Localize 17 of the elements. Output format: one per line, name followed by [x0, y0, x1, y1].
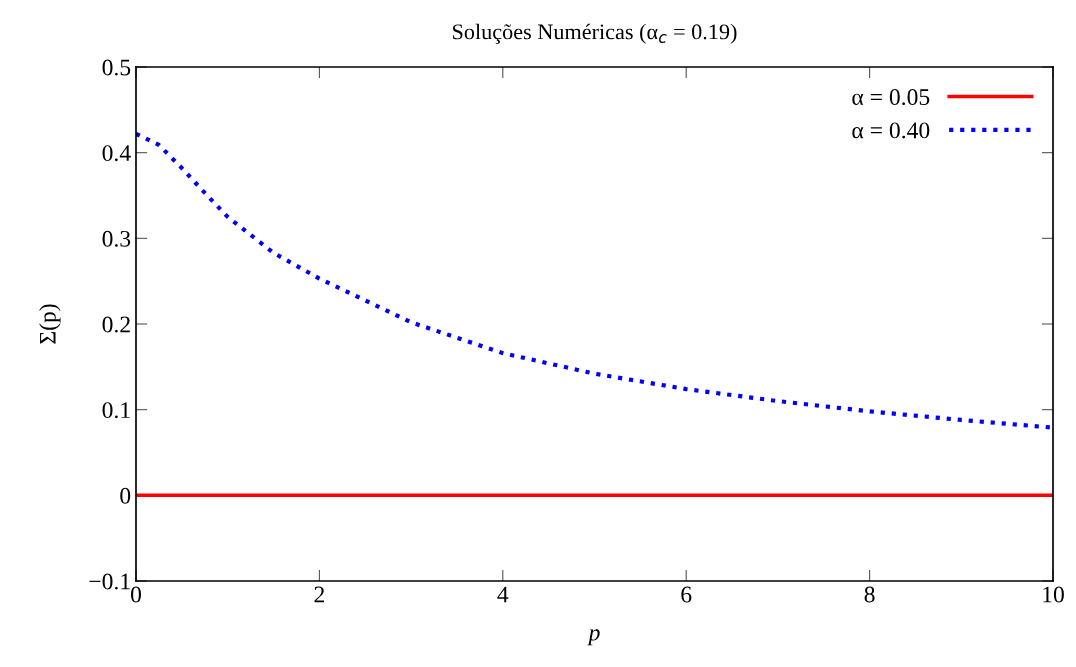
x-tick-label: 4: [497, 586, 509, 603]
chart-title: Soluções Numéricas (α$_{c}$ = 0.19): [452, 23, 737, 44]
x-tick-label: 10: [1043, 586, 1064, 603]
y-tick-label: 0.3: [102, 230, 131, 247]
legend-label: α = 0.40: [852, 122, 930, 139]
y-tick-label: 0.4: [102, 145, 131, 162]
y-axis-title: Σ(p): [39, 304, 61, 344]
y-tick-label: 0.2: [102, 316, 130, 333]
y-tick-label: 0: [120, 487, 131, 504]
legend-label: α = 0.05: [852, 89, 930, 106]
x-tick-label: 2: [314, 586, 324, 603]
y-tick-label: 0.1: [102, 402, 130, 419]
x-tick-label: 8: [864, 586, 875, 603]
y-tick-label: −0.1: [89, 573, 130, 590]
y-tick-label: 0.5: [102, 59, 131, 76]
x-axis-title: p: [587, 629, 600, 646]
x-tick-label: 6: [681, 586, 692, 603]
